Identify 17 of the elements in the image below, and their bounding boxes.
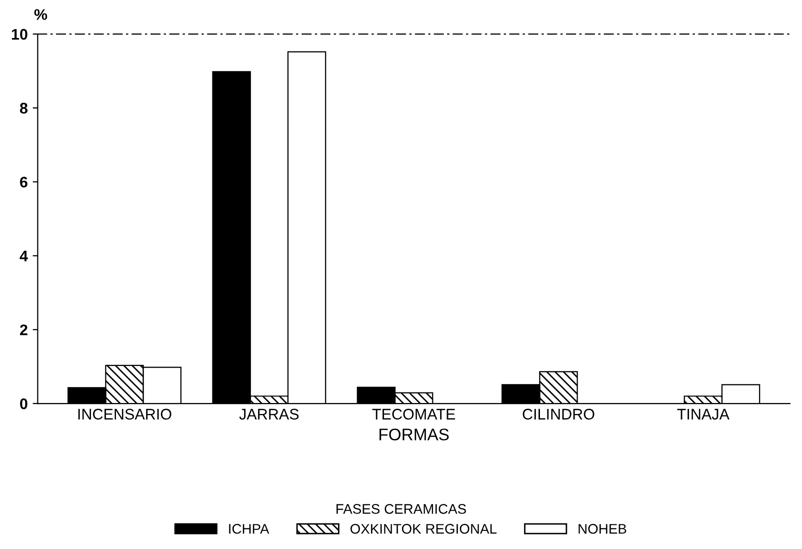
legend-label: NOHEB bbox=[578, 524, 626, 534]
x-tick-label: INCENSARIO bbox=[78, 408, 172, 420]
y-tick-label: 8 bbox=[20, 102, 28, 114]
legend-title: FASES CERAMICAS bbox=[336, 504, 466, 514]
x-axis-title: FORMAS bbox=[380, 428, 449, 440]
y-tick-label: 0 bbox=[20, 398, 28, 410]
y-tick-label: 4 bbox=[20, 250, 28, 262]
y-tick-label: 6 bbox=[20, 176, 28, 188]
x-tick-label: JARRAS bbox=[239, 408, 299, 420]
legend-label: OXKINTOK REGIONAL bbox=[350, 524, 497, 534]
y-tick-label: 2 bbox=[20, 324, 28, 336]
x-tick-label: TECOMATE bbox=[372, 408, 456, 420]
legend-label: ICHPA bbox=[229, 524, 270, 534]
x-tick-label: CILINDRO bbox=[522, 408, 594, 420]
y-tick-label: 10 bbox=[12, 28, 28, 40]
y-axis-title: % bbox=[34, 9, 48, 20]
x-tick-label: TINAJA bbox=[677, 408, 730, 420]
